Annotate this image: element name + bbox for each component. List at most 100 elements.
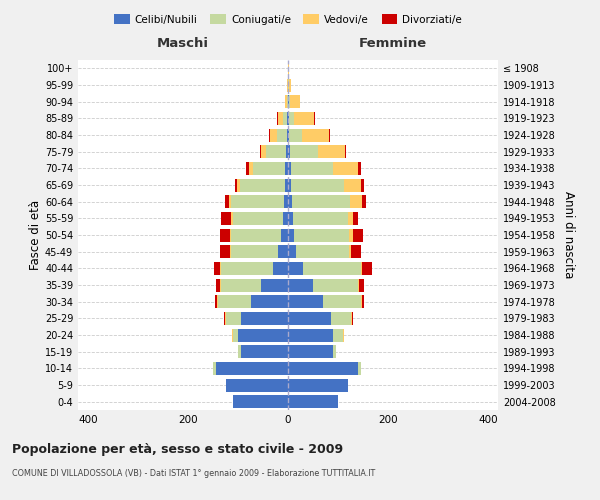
Text: Femmine: Femmine <box>359 37 427 50</box>
Bar <box>288 362 358 375</box>
Bar <box>232 328 233 342</box>
Bar <box>221 262 273 275</box>
Bar <box>233 328 238 342</box>
Bar <box>348 212 353 225</box>
Y-axis label: Fasce di età: Fasce di età <box>29 200 42 270</box>
Bar <box>359 278 364 291</box>
Bar <box>349 195 362 208</box>
Bar <box>239 178 284 192</box>
Bar <box>215 362 288 375</box>
Bar <box>260 145 261 158</box>
Bar <box>278 245 288 258</box>
Bar <box>286 145 288 158</box>
Bar <box>361 178 364 192</box>
Legend: Celibi/Nubili, Coniugati/e, Vedovi/e, Divorziati/e: Celibi/Nubili, Coniugati/e, Vedovi/e, Di… <box>110 10 466 29</box>
Bar <box>289 78 291 92</box>
Bar <box>221 212 231 225</box>
Bar <box>343 328 344 342</box>
Bar <box>291 178 343 192</box>
Bar <box>323 295 361 308</box>
Bar <box>289 95 290 108</box>
Bar <box>238 345 241 358</box>
Bar <box>237 178 239 192</box>
Bar <box>333 345 335 358</box>
Bar <box>220 228 230 241</box>
Bar <box>218 295 251 308</box>
Bar <box>266 145 286 158</box>
Bar <box>333 328 343 342</box>
Bar <box>213 362 215 375</box>
Bar <box>221 278 260 291</box>
Bar <box>287 112 288 125</box>
Bar <box>233 212 283 225</box>
Bar <box>289 112 294 125</box>
Bar <box>281 228 288 241</box>
Bar <box>220 262 221 275</box>
Bar <box>231 228 281 241</box>
Bar <box>230 245 278 258</box>
Bar <box>288 245 296 258</box>
Bar <box>290 162 333 175</box>
Bar <box>362 195 366 208</box>
Text: Popolazione per età, sesso e stato civile - 2009: Popolazione per età, sesso e stato civil… <box>12 442 343 456</box>
Bar <box>290 145 317 158</box>
Bar <box>277 128 287 141</box>
Bar <box>288 112 289 125</box>
Bar <box>229 245 230 258</box>
Bar <box>248 162 253 175</box>
Bar <box>238 328 288 342</box>
Bar <box>223 312 224 325</box>
Bar <box>358 162 361 175</box>
Bar <box>231 212 233 225</box>
Bar <box>361 262 362 275</box>
Bar <box>288 128 289 141</box>
Bar <box>288 162 290 175</box>
Bar <box>333 162 358 175</box>
Bar <box>351 245 361 258</box>
Bar <box>226 378 288 392</box>
Bar <box>231 195 284 208</box>
Bar <box>288 178 291 192</box>
Bar <box>353 228 363 241</box>
Bar <box>283 212 288 225</box>
Bar <box>215 278 220 291</box>
Bar <box>352 312 353 325</box>
Bar <box>224 312 226 325</box>
Bar <box>287 95 288 108</box>
Bar <box>289 128 302 141</box>
Bar <box>288 195 292 208</box>
Bar <box>230 228 231 241</box>
Bar <box>288 262 303 275</box>
Bar <box>288 145 290 158</box>
Bar <box>215 295 217 308</box>
Bar <box>343 178 361 192</box>
Bar <box>288 212 293 225</box>
Bar <box>294 112 314 125</box>
Bar <box>302 128 329 141</box>
Bar <box>314 112 315 125</box>
Bar <box>288 278 313 291</box>
Bar <box>278 112 283 125</box>
Bar <box>260 278 288 291</box>
Bar <box>235 178 237 192</box>
Bar <box>288 328 333 342</box>
Bar <box>251 295 288 308</box>
Text: Maschi: Maschi <box>157 37 209 50</box>
Bar <box>214 262 220 275</box>
Bar <box>361 295 364 308</box>
Bar <box>288 62 289 75</box>
Bar <box>224 195 229 208</box>
Bar <box>269 128 277 141</box>
Bar <box>284 95 287 108</box>
Bar <box>296 245 349 258</box>
Y-axis label: Anni di nascita: Anni di nascita <box>562 192 575 278</box>
Bar <box>317 145 345 158</box>
Bar <box>241 312 288 325</box>
Bar <box>329 128 330 141</box>
Text: COMUNE DI VILLADOSSOLA (VB) - Dati ISTAT 1° gennaio 2009 - Elaborazione TUTTITAL: COMUNE DI VILLADOSSOLA (VB) - Dati ISTAT… <box>12 469 375 478</box>
Bar <box>288 312 331 325</box>
Bar <box>288 345 333 358</box>
Bar <box>293 212 348 225</box>
Bar <box>246 162 248 175</box>
Bar <box>287 128 288 141</box>
